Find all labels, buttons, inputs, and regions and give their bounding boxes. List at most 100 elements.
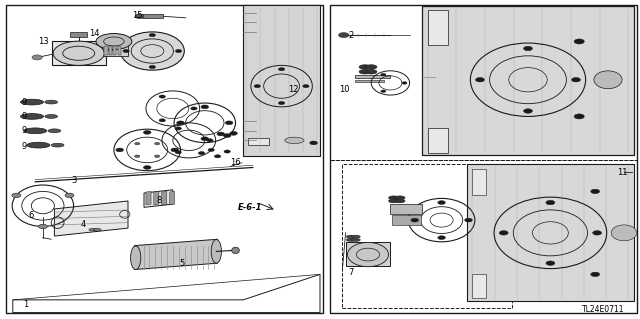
Polygon shape — [472, 169, 486, 195]
Ellipse shape — [201, 105, 209, 109]
Ellipse shape — [51, 143, 64, 147]
Ellipse shape — [278, 101, 285, 105]
Ellipse shape — [524, 46, 532, 51]
Polygon shape — [392, 215, 421, 225]
Ellipse shape — [346, 238, 355, 241]
Text: 5: 5 — [180, 259, 185, 268]
Ellipse shape — [351, 238, 360, 241]
Ellipse shape — [93, 228, 101, 231]
Ellipse shape — [155, 142, 160, 145]
Ellipse shape — [223, 134, 231, 137]
Ellipse shape — [38, 224, 47, 229]
Polygon shape — [109, 46, 112, 55]
Ellipse shape — [388, 199, 399, 203]
Ellipse shape — [591, 189, 600, 194]
Ellipse shape — [191, 107, 197, 110]
Ellipse shape — [572, 78, 580, 82]
Text: 10: 10 — [339, 85, 349, 94]
Ellipse shape — [159, 119, 165, 122]
Ellipse shape — [123, 49, 129, 53]
Ellipse shape — [351, 235, 360, 238]
Polygon shape — [142, 14, 163, 18]
Text: 6: 6 — [28, 211, 33, 220]
Ellipse shape — [438, 201, 445, 204]
Ellipse shape — [149, 33, 156, 37]
Ellipse shape — [278, 68, 285, 71]
Text: 11: 11 — [617, 168, 627, 177]
Text: 16: 16 — [230, 158, 241, 167]
Polygon shape — [162, 191, 167, 205]
Ellipse shape — [388, 196, 399, 200]
Ellipse shape — [465, 218, 472, 222]
Ellipse shape — [143, 130, 151, 134]
Text: 9: 9 — [22, 98, 27, 107]
Polygon shape — [134, 239, 218, 270]
Polygon shape — [428, 128, 448, 153]
Ellipse shape — [24, 128, 47, 134]
Ellipse shape — [201, 137, 209, 141]
Ellipse shape — [143, 166, 151, 169]
Ellipse shape — [171, 148, 179, 152]
Ellipse shape — [546, 200, 555, 205]
Ellipse shape — [89, 228, 97, 231]
Ellipse shape — [381, 90, 386, 93]
Polygon shape — [243, 5, 320, 156]
Text: 9: 9 — [22, 126, 27, 135]
Text: 12: 12 — [288, 85, 298, 94]
Ellipse shape — [175, 127, 182, 130]
Polygon shape — [144, 190, 173, 207]
Ellipse shape — [135, 14, 144, 19]
Ellipse shape — [359, 70, 371, 74]
Ellipse shape — [546, 261, 555, 265]
Ellipse shape — [359, 65, 371, 69]
Ellipse shape — [65, 193, 74, 198]
Polygon shape — [467, 164, 634, 301]
Polygon shape — [346, 242, 390, 266]
Polygon shape — [154, 191, 159, 205]
Ellipse shape — [348, 242, 388, 267]
Ellipse shape — [365, 65, 377, 69]
Ellipse shape — [134, 155, 140, 158]
Ellipse shape — [149, 65, 156, 69]
Text: E-6-1: E-6-1 — [237, 203, 262, 212]
Polygon shape — [390, 204, 422, 214]
Polygon shape — [248, 138, 269, 145]
Polygon shape — [102, 45, 128, 56]
Ellipse shape — [524, 109, 532, 113]
Ellipse shape — [48, 129, 61, 133]
Ellipse shape — [381, 73, 386, 76]
Ellipse shape — [217, 132, 225, 136]
Ellipse shape — [232, 247, 239, 254]
Polygon shape — [472, 274, 486, 298]
Polygon shape — [54, 201, 128, 236]
Ellipse shape — [395, 196, 405, 200]
Ellipse shape — [27, 142, 50, 148]
Ellipse shape — [411, 218, 419, 222]
Polygon shape — [146, 191, 151, 205]
Ellipse shape — [159, 95, 165, 98]
Polygon shape — [422, 6, 634, 155]
Text: 14: 14 — [90, 29, 100, 38]
Ellipse shape — [285, 137, 304, 144]
Ellipse shape — [134, 142, 140, 145]
Ellipse shape — [198, 152, 205, 155]
Polygon shape — [104, 46, 108, 55]
Ellipse shape — [116, 148, 124, 152]
Polygon shape — [428, 10, 448, 45]
Ellipse shape — [254, 85, 260, 88]
Polygon shape — [170, 191, 175, 205]
Ellipse shape — [438, 236, 445, 240]
Ellipse shape — [574, 114, 584, 119]
Ellipse shape — [230, 131, 237, 135]
Ellipse shape — [32, 55, 42, 60]
Ellipse shape — [339, 33, 349, 38]
Ellipse shape — [365, 70, 377, 74]
Text: 9: 9 — [22, 112, 27, 121]
Text: 4: 4 — [81, 220, 86, 229]
Text: TL24E0711: TL24E0711 — [582, 305, 624, 314]
Ellipse shape — [395, 199, 405, 203]
Ellipse shape — [310, 141, 317, 145]
Ellipse shape — [45, 100, 58, 104]
Ellipse shape — [96, 33, 132, 49]
Text: 13: 13 — [38, 37, 49, 46]
